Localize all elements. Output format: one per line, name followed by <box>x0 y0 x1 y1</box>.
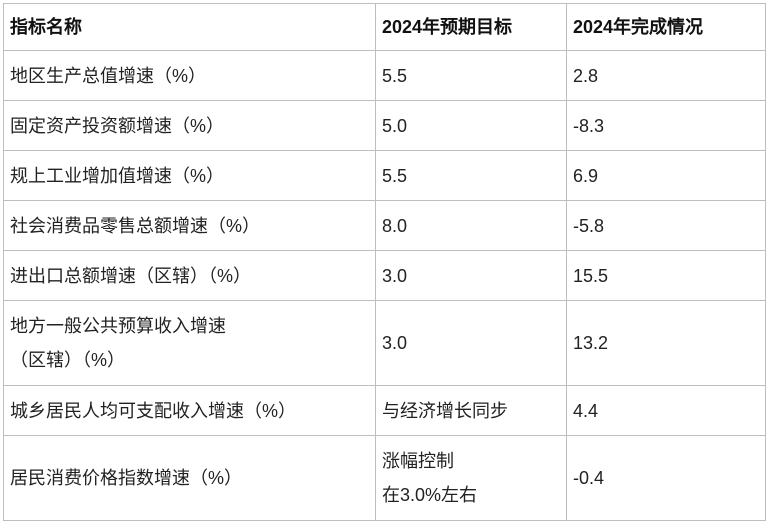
cell-text: 13.2 <box>573 333 609 353</box>
table-row: 地方一般公共预算收入增速 （区辖）（%） 3.0 13.2 <box>3 300 766 386</box>
cell-text: 6.9 <box>573 165 599 186</box>
header-text: 2024年预期目标 <box>382 17 513 37</box>
cell-text: 城乡居民人均可支配收入增速（%） <box>10 400 297 421</box>
table-row: 地区生产总值增速（%） 5.5 2.8 <box>3 50 766 101</box>
table-row: 城乡居民人均可支配收入增速（%） 与经济增长同步 4.4 <box>3 385 766 436</box>
table-cell: 地区生产总值增速（%） <box>3 50 376 101</box>
cell-text: 5.5 <box>382 65 408 86</box>
cell-text: 社会消费品零售总额增速（%） <box>10 215 261 236</box>
header-cell: 指标名称 <box>3 3 376 51</box>
cell-text: 在3.0%左右 <box>382 485 478 505</box>
table-cell: -8.3 <box>566 100 766 151</box>
table-cell: 5.5 <box>375 150 567 201</box>
cell-text: 居民消费价格指数增速（%） <box>10 468 243 488</box>
table-row: 进出口总额增速（区辖）（%） 3.0 15.5 <box>3 250 766 301</box>
cell-text: 与经济增长同步 <box>382 400 508 421</box>
table-cell: 涨幅控制在3.0%左右 <box>375 435 567 521</box>
table-row: 规上工业增加值增速（%） 5.5 6.9 <box>3 150 766 201</box>
header-cell: 2024年预期目标 <box>375 3 567 51</box>
table-cell: 3.0 <box>375 300 567 386</box>
table-cell: 社会消费品零售总额增速（%） <box>3 200 376 251</box>
table-cell: 6.9 <box>566 150 766 201</box>
cell-text: 固定资产投资额增速（%） <box>10 115 225 136</box>
cell-text: 地方一般公共预算收入增速 <box>10 316 226 336</box>
table-cell: -0.4 <box>566 435 766 521</box>
table-cell: 13.2 <box>566 300 766 386</box>
cell-text: 4.4 <box>573 400 599 421</box>
table-cell: 15.5 <box>566 250 766 301</box>
table-row: 社会消费品零售总额增速（%） 8.0 -5.8 <box>3 200 766 251</box>
table-cell: 规上工业增加值增速（%） <box>3 150 376 201</box>
table-cell: -5.8 <box>566 200 766 251</box>
header-text: 指标名称 <box>10 17 82 37</box>
data-table: 指标名称 2024年预期目标 2024年完成情况 地区生产总值增速（%） 5.5 2.8… <box>3 3 766 521</box>
cell-text: -0.4 <box>573 468 605 488</box>
table-cell: 固定资产投资额增速（%） <box>3 100 376 151</box>
table-cell: 4.4 <box>566 385 766 436</box>
table-cell: 城乡居民人均可支配收入增速（%） <box>3 385 376 436</box>
header-text: 2024年完成情况 <box>573 17 704 37</box>
cell-text: 5.0 <box>382 115 408 136</box>
table-body: 地区生产总值增速（%） 5.5 2.8 固定资产投资额增速（%） 5.0 -8.3 规上工业… <box>3 50 766 521</box>
cell-text: -8.3 <box>573 115 605 136</box>
cell-text: （区辖）（%） <box>10 350 126 370</box>
cell-text: 2.8 <box>573 65 599 86</box>
cell-text: 地区生产总值增速（%） <box>10 65 207 86</box>
cell-text: 3.0 <box>382 333 408 353</box>
table-cell: 与经济增长同步 <box>375 385 567 436</box>
table-cell: 8.0 <box>375 200 567 251</box>
table-cell: 地方一般公共预算收入增速 （区辖）（%） <box>3 300 376 386</box>
table-cell: 2.8 <box>566 50 766 101</box>
cell-text: 8.0 <box>382 215 408 236</box>
header-cell: 2024年完成情况 <box>566 3 766 51</box>
table-cell: 进出口总额增速（区辖）（%） <box>3 250 376 301</box>
table-row: 居民消费价格指数增速（%） 涨幅控制在3.0%左右 -0.4 <box>3 435 766 521</box>
table-cell: 5.0 <box>375 100 567 151</box>
cell-text: -5.8 <box>573 215 605 236</box>
cell-text: 15.5 <box>573 265 609 286</box>
cell-text: 规上工业增加值增速（%） <box>10 165 225 186</box>
table-cell: 3.0 <box>375 250 567 301</box>
table-row: 固定资产投资额增速（%） 5.0 -8.3 <box>3 100 766 151</box>
cell-text: 5.5 <box>382 165 408 186</box>
table-cell: 5.5 <box>375 50 567 101</box>
cell-text: 3.0 <box>382 265 408 286</box>
cell-text: 进出口总额增速（区辖）（%） <box>10 265 252 286</box>
table-cell: 居民消费价格指数增速（%） <box>3 435 376 521</box>
cell-text: 涨幅控制 <box>382 451 454 471</box>
header-row: 指标名称 2024年预期目标 2024年完成情况 <box>3 3 766 51</box>
